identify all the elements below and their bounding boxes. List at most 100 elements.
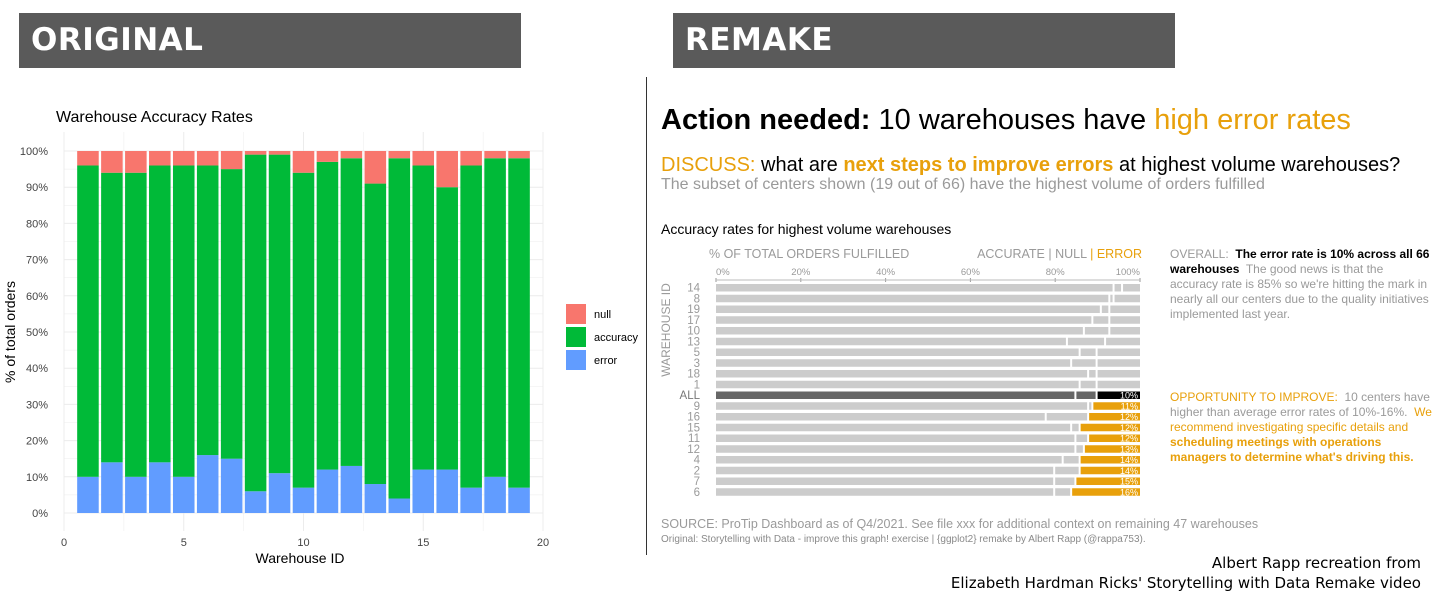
bar-null — [460, 151, 482, 166]
bar-null — [316, 151, 339, 162]
x-tick-label: 40% — [876, 267, 896, 278]
bar-error — [172, 476, 195, 513]
bar-null — [244, 151, 267, 155]
bar-error — [388, 498, 411, 513]
bar-error — [1080, 466, 1140, 475]
opportunity-note: OPPORTUNITY TO IMPROVE: 10 centers have … — [1170, 390, 1432, 465]
bar-null — [388, 151, 411, 159]
bar-error — [125, 476, 147, 513]
error-label: 15% — [1120, 477, 1138, 487]
error-label: 10% — [1120, 391, 1138, 401]
legend-accurate: ACCURATE — [977, 247, 1045, 261]
bar-error — [1110, 327, 1140, 335]
discuss-c: at highest volume warehouses? — [1118, 154, 1401, 176]
bar-null — [1046, 413, 1088, 421]
headline-bold: Action needed: — [661, 104, 871, 136]
bar-null — [364, 151, 387, 184]
remake-discuss-line: DISCUSS: what are next steps to improve … — [661, 154, 1400, 177]
row-label: 6 — [694, 487, 700, 499]
bar-accurate — [716, 477, 1054, 485]
original-chart-title: Warehouse Accuracy Rates — [56, 109, 253, 126]
opportunity-label: OPPORTUNITY TO IMPROVE: — [1170, 390, 1338, 404]
bar-accuracy — [220, 169, 243, 459]
bar-null — [1055, 477, 1075, 485]
bar-error — [1097, 391, 1140, 399]
bar-accuracy — [460, 165, 482, 488]
bar-error — [149, 462, 171, 513]
opportunity-rec-bold: scheduling meetings with operations mana… — [1170, 435, 1414, 464]
y-tick-label: 70% — [26, 255, 48, 267]
bar-null — [436, 151, 458, 188]
y-tick-label: 40% — [26, 363, 48, 375]
bar-error — [1114, 294, 1140, 303]
x-tick-label: 5 — [181, 537, 187, 549]
row-label: 12 — [687, 444, 700, 456]
row-label: 11 — [688, 433, 700, 445]
bar-accuracy — [484, 158, 506, 477]
opportunity-text: 10 centers have higher than average erro… — [1170, 390, 1430, 419]
bar-accurate — [716, 445, 1075, 453]
bar-error — [101, 462, 123, 513]
error-label: 13% — [1120, 444, 1138, 454]
y-tick-label: 90% — [26, 182, 48, 194]
row-label: 4 — [694, 455, 701, 467]
bar-accurate — [716, 423, 1071, 432]
x-tick-label: 0 — [61, 537, 67, 549]
bar-null — [1110, 294, 1113, 303]
bar-null — [1114, 284, 1122, 292]
bar-accuracy — [316, 161, 339, 470]
bar-accuracy — [196, 165, 219, 456]
bar-error — [1089, 413, 1140, 421]
credit-line-2: Elizabeth Hardman Ricks' Storytelling wi… — [950, 574, 1421, 592]
bar-error — [1097, 380, 1140, 389]
bar-error — [1080, 423, 1140, 432]
bar-accuracy — [412, 165, 435, 470]
overall-text: The good news is that the accuracy rate … — [1170, 262, 1429, 321]
bar-accuracy — [340, 158, 363, 466]
legend-sep-1: | — [1048, 247, 1051, 261]
x-tick-label: 10 — [297, 537, 309, 549]
legend-label-accuracy: accuracy — [594, 332, 639, 344]
panel-divider — [646, 77, 647, 555]
error-label: 12% — [1120, 423, 1138, 433]
bar-accurate — [716, 413, 1045, 421]
row-label: 1 — [694, 379, 700, 391]
bar-null — [1080, 380, 1096, 389]
bar-error — [508, 487, 530, 513]
legend-error: ERROR — [1097, 247, 1142, 261]
bar-error — [244, 491, 267, 513]
discuss-a: what are — [761, 154, 838, 176]
bar-error — [1106, 337, 1140, 346]
error-label: 11% — [1121, 401, 1138, 411]
bar-accuracy — [101, 172, 123, 463]
error-label: 16% — [1120, 487, 1138, 497]
bar-error — [292, 487, 315, 513]
row-label: 3 — [694, 358, 700, 370]
bar-accuracy — [436, 187, 458, 470]
y-tick-label: 20% — [26, 436, 48, 448]
bar-accurate — [716, 348, 1079, 356]
bar-accuracy — [244, 154, 267, 492]
discuss-b: next steps to improve errors — [843, 154, 1114, 176]
bar-null — [196, 151, 219, 166]
bar-accuracy — [77, 165, 99, 477]
bar-null — [1076, 445, 1083, 453]
bar-error — [1110, 305, 1140, 313]
legend-label-null: null — [594, 309, 611, 321]
bar-accuracy — [149, 165, 171, 463]
bar-accurate — [716, 284, 1113, 292]
remake-headline: Action needed: 10 warehouses have high e… — [661, 104, 1351, 137]
bar-null — [1089, 370, 1096, 378]
bar-accurate — [716, 337, 1066, 346]
bar-accurate — [716, 488, 1054, 496]
row-label: 18 — [687, 369, 700, 381]
remake-banner: REMAKE — [673, 13, 1175, 68]
bar-error — [1076, 477, 1140, 485]
bar-error — [460, 487, 482, 513]
headline-mid: 10 warehouses have — [878, 104, 1147, 136]
bar-error — [436, 469, 458, 513]
y-tick-label: 10% — [26, 472, 48, 484]
bar-error — [1097, 370, 1140, 378]
bar-accurate — [716, 402, 1088, 410]
x-tick-label: 80% — [1046, 267, 1066, 278]
